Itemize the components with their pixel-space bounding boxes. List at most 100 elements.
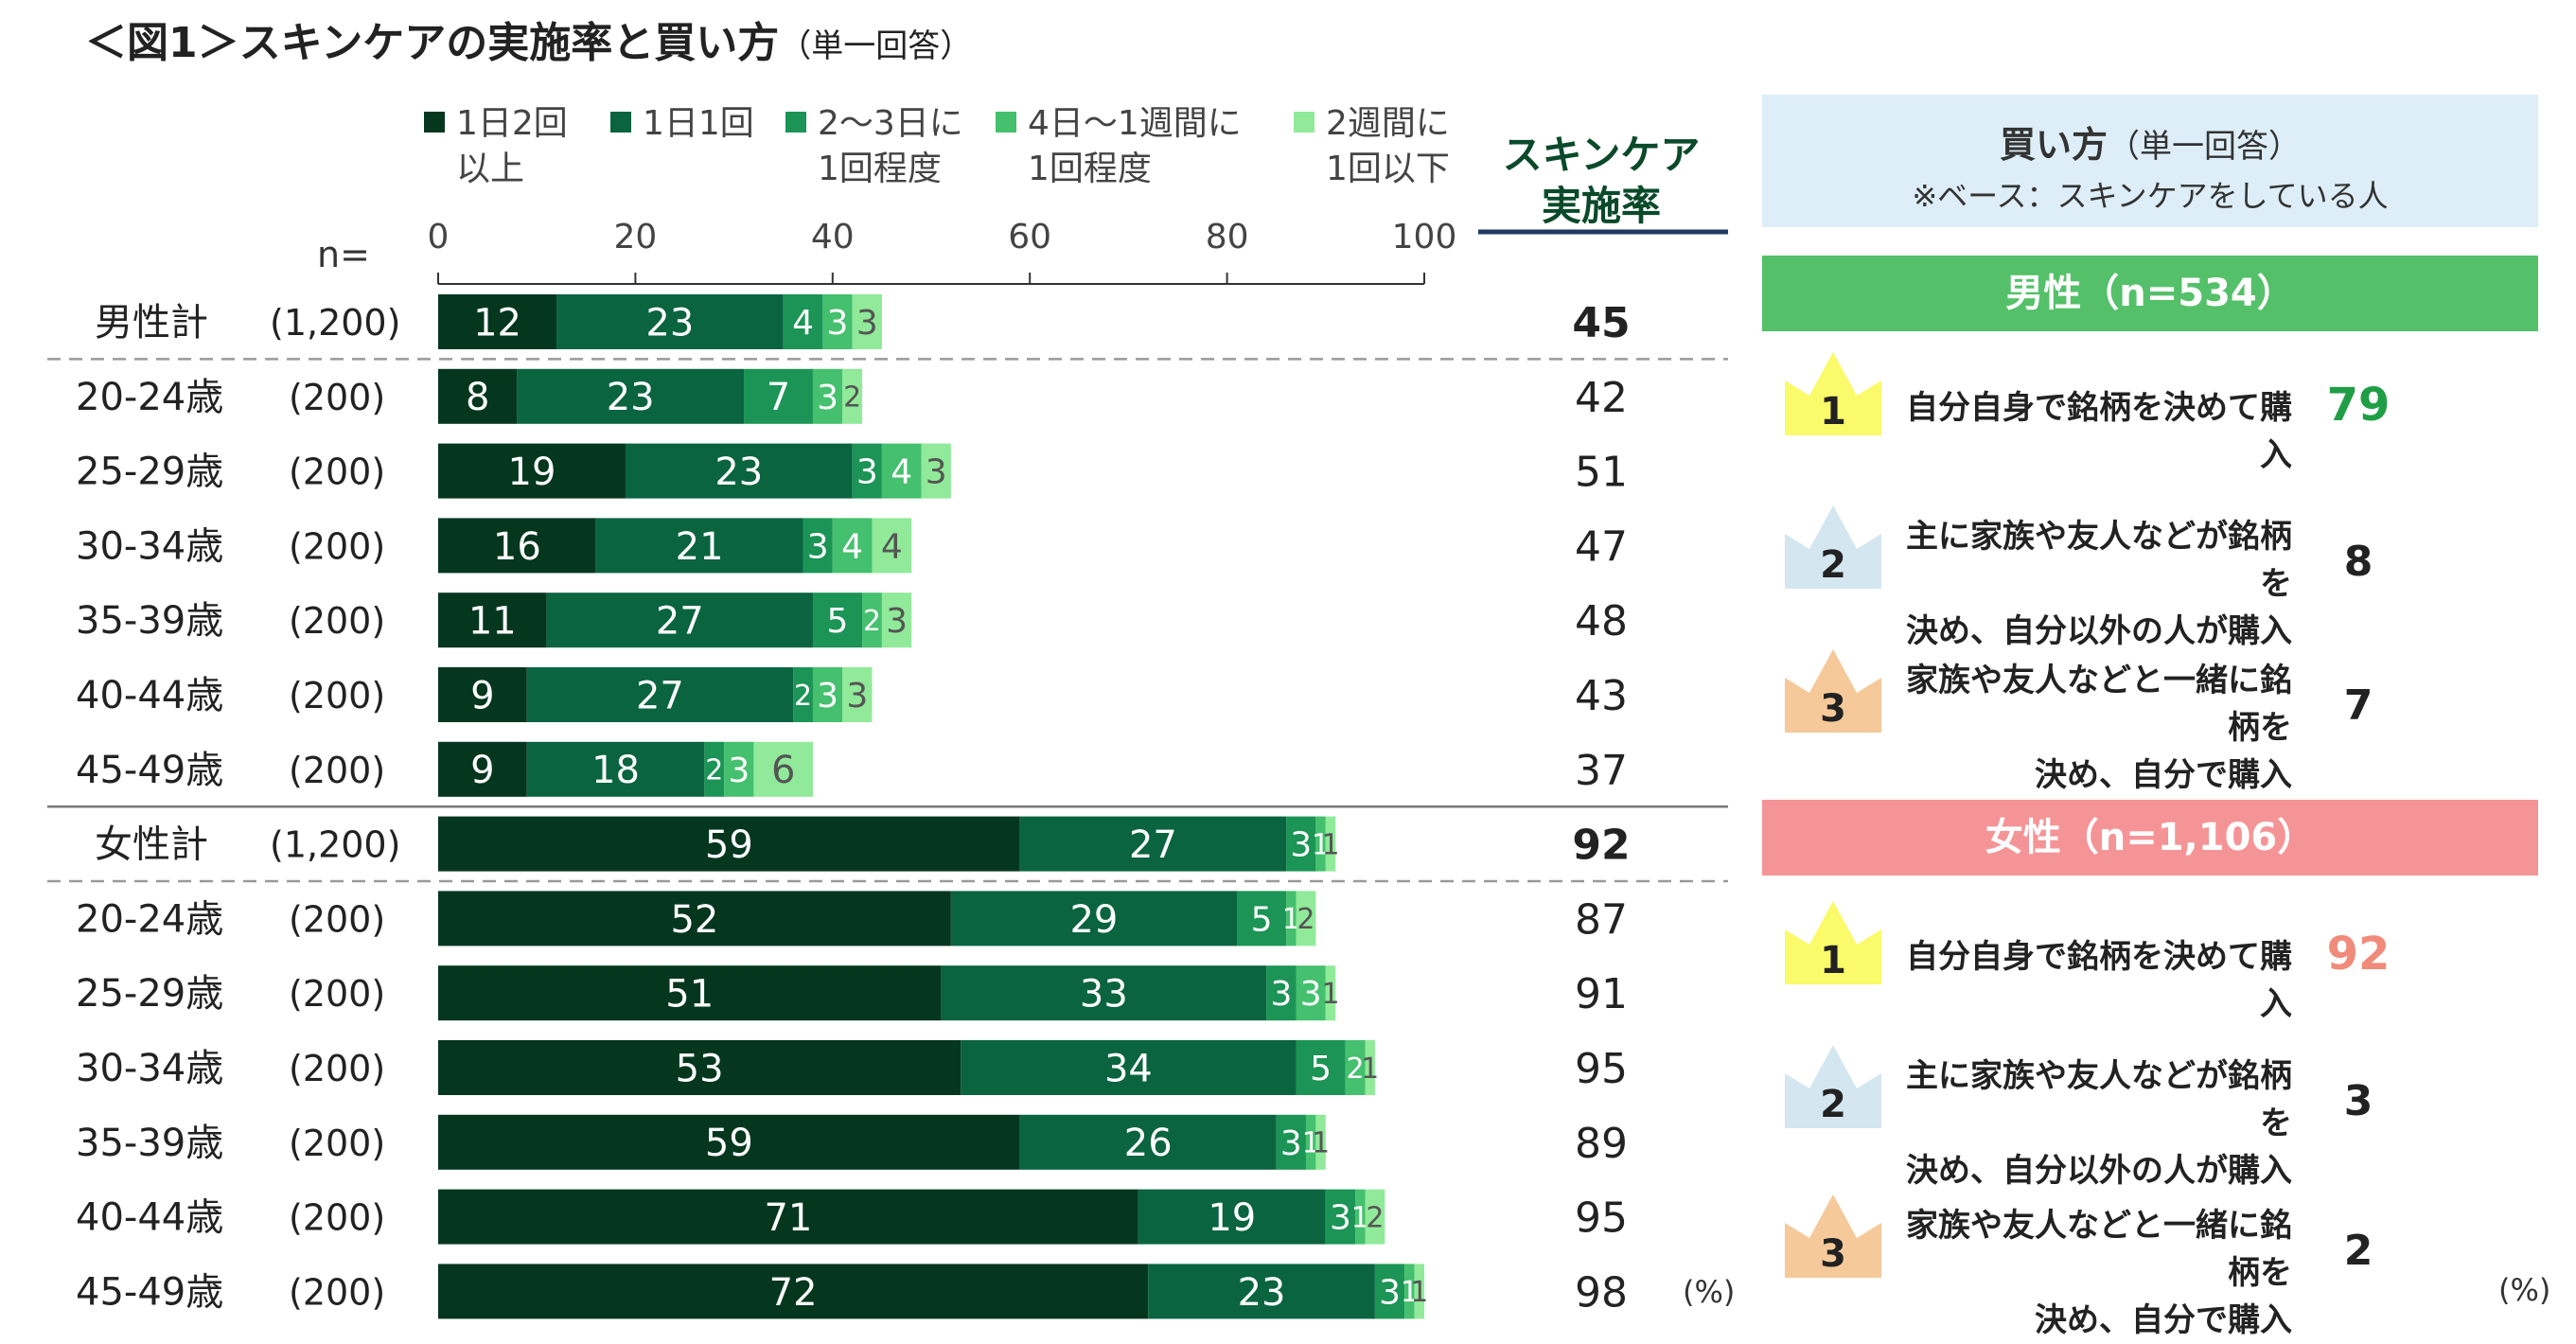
bar-value-label-4: 1 <box>1312 1127 1330 1160</box>
bar-value-label-3: 1 <box>1312 828 1330 861</box>
bar-value-label-0: 19 <box>508 451 556 494</box>
bar-segment-0 <box>438 816 1020 872</box>
bar-segment-1 <box>961 1040 1297 1095</box>
buy-method-base: ※ベース：スキンケアをしている人 <box>1912 178 2389 214</box>
legend-swatch-0 <box>424 112 445 133</box>
bar-segment-2 <box>1296 1040 1346 1095</box>
x-tick-label-80: 80 <box>1206 218 1249 256</box>
bar-value-label-3: 3 <box>728 752 750 790</box>
crown-icon <box>1785 901 1881 984</box>
row-rate: 51 <box>1575 449 1628 497</box>
row-label: 45-49歳 <box>76 749 223 792</box>
chart-unit-label: (%) <box>1683 1274 1735 1310</box>
legend-label-3-0: 4日～1週間に <box>1028 104 1242 143</box>
bar-segment-2 <box>852 443 882 499</box>
bar-value-label-3: 3 <box>817 379 838 417</box>
crown-icon <box>1785 1194 1881 1278</box>
rank-text: 家族や友人などと一緒に銘柄を 決め、自分で購入 <box>1895 657 2292 799</box>
legend-label-1-0: 1日1回 <box>643 104 754 143</box>
row-rate: 95 <box>1575 1045 1628 1093</box>
bar-segment-1 <box>1138 1189 1326 1245</box>
bar-value-label-1: 29 <box>1069 898 1118 942</box>
bar-value-label-1: 21 <box>676 525 724 569</box>
row-rate: 47 <box>1575 522 1628 571</box>
bar-segment-2 <box>803 518 833 574</box>
rank-text-line: 家族や友人などと一緒に銘柄を <box>1906 662 2292 747</box>
bar-segment-3 <box>1345 1040 1366 1095</box>
row-label: 40-44歳 <box>76 1196 223 1240</box>
bar-value-label-3: 3 <box>817 677 838 716</box>
bar-segment-2 <box>1325 1189 1356 1245</box>
row-rate: 89 <box>1575 1120 1628 1168</box>
bar-segment-1 <box>526 667 794 722</box>
chart-row-5: 40-44歳 (200) 9 27 2 3 3 43 <box>76 667 1628 722</box>
bar-segment-1 <box>556 294 784 349</box>
row-n: (200) <box>289 1271 385 1313</box>
bar-segment-2 <box>744 368 813 424</box>
rank-value: 8 <box>2343 538 2373 586</box>
bar-segment-0 <box>438 294 557 349</box>
rank-item-1: 1 自分自身で銘柄を決めて購入 79 <box>1762 348 2538 474</box>
bar-value-label-2: 3 <box>1290 826 1312 865</box>
bar-value-label-4: 2 <box>1297 903 1314 936</box>
row-label: 45-49歳 <box>76 1270 223 1314</box>
chart-row-4: 35-39歳 (200) 11 27 5 2 3 48 <box>76 592 1628 648</box>
bar-segment-4 <box>842 368 863 424</box>
bar-segment-0 <box>438 518 596 574</box>
bar-value-label-0: 9 <box>470 749 494 792</box>
rank-number: 3 <box>1820 687 1846 731</box>
bar-value-label-0: 59 <box>705 823 753 867</box>
bar-value-label-2: 3 <box>856 453 878 492</box>
bar-segment-2 <box>783 294 823 349</box>
row-rate: 48 <box>1575 597 1628 645</box>
row-n: (1,200) <box>270 824 400 866</box>
bar-segment-1 <box>595 518 803 574</box>
row-label: 20-24歳 <box>76 376 223 419</box>
bar-value-label-4: 1 <box>1410 1276 1428 1309</box>
bar-segment-4 <box>1325 965 1336 1021</box>
buy-method-header: 買い方（単一回答） ※ベース：スキンケアをしている人 <box>1762 95 2538 227</box>
rank-value: 3 <box>2343 1077 2373 1125</box>
bar-segment-4 <box>1365 1040 1375 1095</box>
bar-value-label-1: 27 <box>1129 823 1177 867</box>
bar-segment-2 <box>812 592 863 648</box>
bar-segment-3 <box>1286 891 1297 946</box>
bar-value-label-0: 12 <box>473 301 521 345</box>
chart-title: ＜図1＞スキンケアの実施率と買い方（単一回答） <box>85 19 972 67</box>
bar-segment-0 <box>438 1040 962 1095</box>
bar-segment-3 <box>1315 816 1326 872</box>
row-rate: 92 <box>1572 822 1630 870</box>
bar-value-label-3: 3 <box>1300 975 1322 1014</box>
bar-value-label-3: 2 <box>863 605 881 638</box>
bar-segment-0 <box>438 965 942 1021</box>
legend-label-0-1: 以上 <box>456 150 524 188</box>
row-label: 35-39歳 <box>76 1122 223 1165</box>
female-band: 女性（n=1,106） <box>1762 800 2538 875</box>
bar-value-label-3: 1 <box>1401 1276 1419 1309</box>
chart-row-9: 25-29歳 (200) 51 33 3 3 1 91 <box>76 965 1628 1021</box>
bar-value-label-1: 19 <box>1208 1196 1256 1240</box>
legend-swatch-3 <box>996 112 1016 133</box>
bar-segment-0 <box>438 1189 1138 1245</box>
chart-row-3: 30-34歳 (200) 16 21 3 4 4 47 <box>76 518 1628 574</box>
bar-value-label-1: 26 <box>1124 1122 1173 1165</box>
rank-text-line: 決め、自分で購入 <box>2035 1301 2292 1339</box>
bar-value-label-1: 23 <box>715 451 763 494</box>
rank-text-line: 家族や友人などと一緒に銘柄を <box>1906 1207 2292 1292</box>
bar-value-label-1: 33 <box>1080 973 1128 1017</box>
row-n: (200) <box>289 451 385 493</box>
bar-segment-1 <box>526 741 705 797</box>
bar-segment-2 <box>1237 891 1287 946</box>
bar-value-label-0: 72 <box>769 1271 818 1315</box>
x-tick-label-40: 40 <box>811 218 855 256</box>
legend-swatch-4 <box>1294 112 1314 133</box>
bar-value-label-4: 2 <box>843 381 861 415</box>
chart-row-0: 男性計 (1,200) 12 23 4 3 3 45 <box>95 294 1631 349</box>
rank-text: 主に家族や友人などが銘柄を 決め、自分以外の人が購入 <box>1895 513 2292 655</box>
row-n: (200) <box>289 1123 385 1164</box>
bar-value-label-3: 3 <box>827 304 849 343</box>
bar-value-label-4: 6 <box>771 749 795 792</box>
bar-segment-2 <box>704 741 725 797</box>
